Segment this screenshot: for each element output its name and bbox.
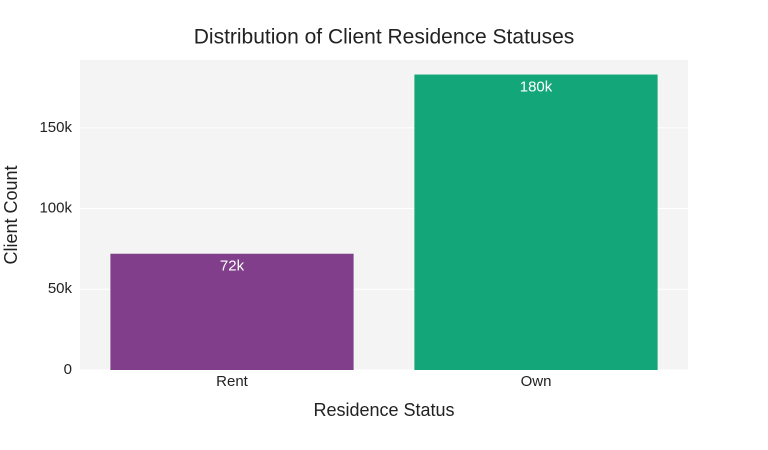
x-tick-label: Rent <box>216 373 249 390</box>
x-axis-label: Residence Status <box>313 400 454 420</box>
y-tick-label: 50k <box>48 280 73 297</box>
y-tick-label: 150k <box>39 119 72 136</box>
x-tick-label: Own <box>521 373 552 390</box>
bar <box>110 253 354 370</box>
y-tick-label: 100k <box>39 200 72 217</box>
y-axis-label: Client Count <box>1 165 21 264</box>
data-label: 72k <box>220 258 245 275</box>
chart-title: Distribution of Client Residence Statuse… <box>194 26 575 49</box>
y-tick-label: 0 <box>64 361 72 378</box>
data-label: 180k <box>520 79 553 96</box>
bar <box>414 74 658 370</box>
